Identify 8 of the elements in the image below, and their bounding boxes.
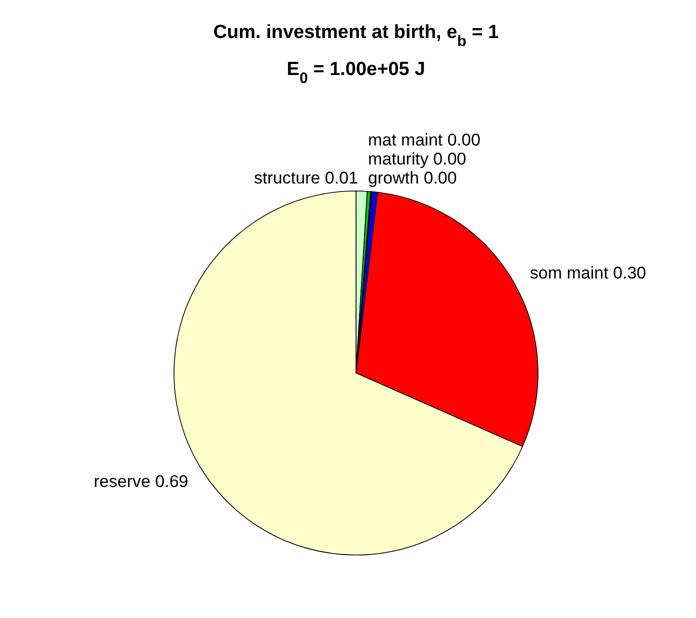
slice-label: structure 0.01 [254,168,358,188]
slice-label: som maint 0.30 [530,263,646,282]
slice-label: reserve 0.69 [94,472,188,491]
chart-title: Cum. investment at birth, e$_{b}$ = 1 [213,22,500,50]
slice-label: growth 0.00 [368,168,457,188]
slice-label: mat maint 0.00 [368,130,480,150]
chart-subtitle: E$_{0}$ = 1.00e+05 J [286,59,426,87]
slice-label: maturity 0.00 [368,149,466,168]
